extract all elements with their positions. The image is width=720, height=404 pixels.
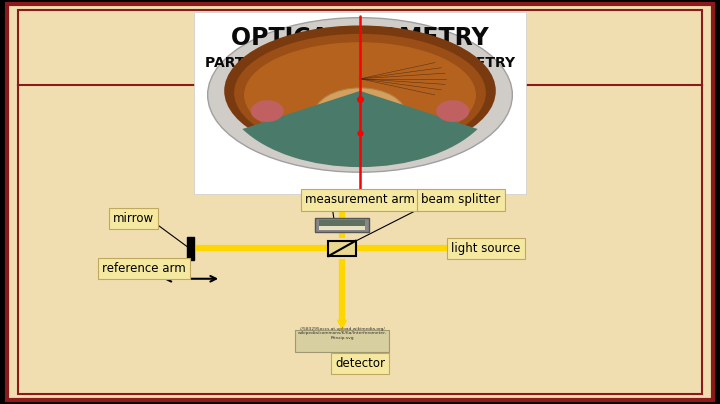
Ellipse shape: [314, 88, 406, 142]
Text: PARTIAL COHERENCE INTERFEROMETRY: PARTIAL COHERENCE INTERFEROMETRY: [205, 56, 515, 69]
Text: detector: detector: [335, 357, 385, 370]
FancyBboxPatch shape: [295, 330, 389, 352]
Ellipse shape: [234, 34, 486, 152]
Text: OPTICAL BIOMETRY: OPTICAL BIOMETRY: [231, 26, 489, 50]
FancyBboxPatch shape: [328, 241, 356, 256]
Ellipse shape: [251, 100, 284, 122]
FancyBboxPatch shape: [319, 220, 366, 226]
Text: reference arm: reference arm: [102, 262, 186, 275]
Wedge shape: [243, 91, 477, 167]
FancyBboxPatch shape: [7, 4, 713, 400]
Text: measurement arm: measurement arm: [305, 194, 415, 206]
Text: //583295occs.at.upload.wikimedia.org/
wikipedia/commons/6/6a/Interferometer-
Pri: //583295occs.at.upload.wikimedia.org/ wi…: [297, 327, 387, 340]
FancyBboxPatch shape: [194, 12, 526, 194]
Ellipse shape: [436, 100, 469, 122]
FancyBboxPatch shape: [319, 225, 366, 230]
FancyBboxPatch shape: [187, 238, 194, 259]
FancyBboxPatch shape: [315, 218, 369, 232]
Ellipse shape: [224, 25, 496, 156]
Ellipse shape: [207, 18, 513, 172]
Text: light source: light source: [451, 242, 521, 255]
Text: mirrow: mirrow: [112, 212, 154, 225]
Text: beam splitter: beam splitter: [421, 194, 500, 206]
Ellipse shape: [244, 42, 476, 147]
